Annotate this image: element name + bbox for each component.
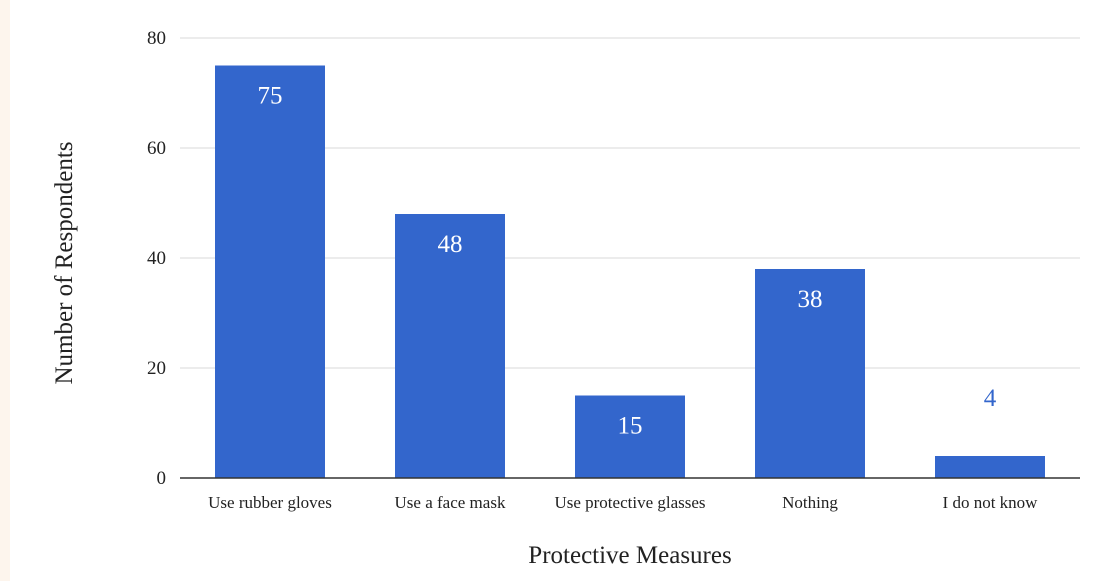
bars [215,65,1045,478]
chart-panel [10,0,1118,581]
data-label: 38 [798,286,823,313]
data-label: 48 [438,231,463,258]
data-label: 4 [984,385,997,412]
y-axis-title: Number of Respondents [51,141,78,384]
data-label: 75 [258,83,283,110]
gridlines [180,37,1080,369]
bar [755,269,865,478]
x-tick-label: Use rubber gloves [208,493,332,512]
y-tick-label: 0 [157,468,167,489]
data-label: 15 [618,413,643,440]
data-labels: 75 48 15 38 4 [258,83,997,440]
y-tick-label: 20 [147,358,166,379]
y-tick-label: 80 [147,28,166,49]
bar [575,395,685,478]
y-axis-ticks: 0 20 40 60 80 [147,28,166,489]
x-axis-ticks: Use rubber gloves Use a face mask Use prot… [208,493,1038,512]
x-tick-label: Use a face mask [395,493,506,512]
bar [215,65,325,478]
bar [395,214,505,478]
bar [935,456,1045,478]
x-tick-label: I do not know [943,493,1039,512]
y-tick-label: 60 [147,138,166,159]
y-tick-label: 40 [147,248,166,269]
x-axis-title: Protective Measures [528,542,731,569]
x-tick-label: Nothing [782,493,838,512]
x-tick-label: Use protective glasses [554,493,705,512]
